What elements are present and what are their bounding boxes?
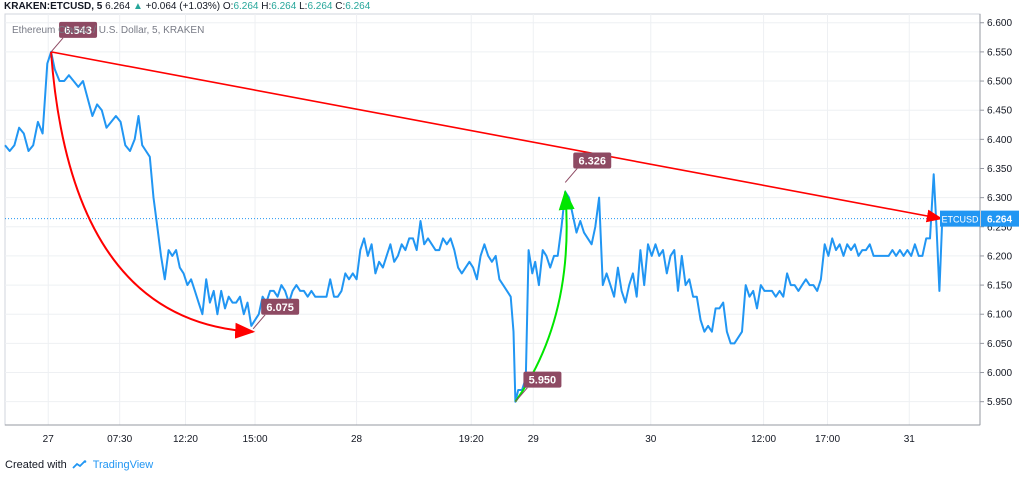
chart-subtitle: Ethereum Classic / U.S. Dollar, 5, KRAKE…: [12, 25, 205, 36]
x-tick-label: 07:30: [107, 434, 132, 445]
high-label: H:: [261, 1, 272, 12]
annotation-box: [573, 152, 612, 169]
plot-frame: [4, 13, 981, 426]
created-with-label: Created with: [5, 459, 67, 471]
last-price: 6.264: [105, 1, 131, 12]
y-tick-label: 6.050: [987, 339, 1012, 350]
high-value: 6.264: [271, 1, 297, 12]
trend-line: [50, 51, 943, 223]
price-tag-box: [981, 210, 1019, 227]
price-chart[interactable]: 6.600 6.550 6.500 6.450 6.400 6.350 6.300 6.250…: [0, 0, 1024, 455]
close-label: C:: [335, 1, 346, 12]
y-tick-label: 5.950: [987, 397, 1012, 408]
annotation-leader: [515, 387, 528, 403]
y-tick-label: 6.400: [987, 135, 1012, 146]
y-tick-label: 6.600: [987, 18, 1012, 29]
annotation-label: 6.075: [266, 302, 294, 314]
annotation-leader: [50, 37, 64, 53]
up-arrow-icon: ▲: [132, 1, 143, 12]
close-value: 6.264: [345, 1, 371, 12]
x-tick-label: 17:00: [815, 434, 840, 445]
annotation-label: 5.950: [529, 375, 557, 387]
annotation-leader: [564, 168, 578, 183]
curved-arrow: [50, 51, 256, 339]
y-tick-label: 6.300: [987, 193, 1012, 204]
y-tick-label: 6.550: [987, 47, 1012, 58]
annotation-label: 6.326: [578, 155, 606, 167]
y-tick-label: 6.000: [987, 368, 1012, 379]
y-tick-label: 6.500: [987, 77, 1012, 88]
y-tick-label: 6.250: [987, 222, 1012, 233]
tradingview-logo-icon: [72, 460, 87, 469]
symbol-label: KRAKEN:ETCUSD, 5: [4, 1, 103, 12]
symbol-tag-label: ETCUSD: [941, 215, 979, 225]
x-tick-label: 15:00: [243, 434, 268, 445]
x-tick-label: 19:20: [459, 434, 484, 445]
x-tick-label: 12:20: [173, 434, 198, 445]
symbol-tag-box: [940, 210, 980, 227]
open-value: 6.264: [233, 1, 259, 12]
y-tick-label: 6.450: [987, 106, 1012, 117]
x-tick-label: 28: [351, 434, 363, 445]
price-series-line: [4, 50, 946, 403]
low-label: L:: [299, 1, 308, 12]
y-tick-label: 6.100: [987, 310, 1012, 321]
y-tick-label: 6.350: [987, 164, 1012, 175]
tradingview-brand[interactable]: TradingView: [92, 459, 154, 471]
annotation-leader: [252, 314, 266, 330]
y-tick-label: 6.150: [987, 281, 1012, 292]
annotation-box: [261, 298, 300, 315]
x-tick-label: 31: [904, 434, 916, 445]
price-tag-label: 6.264: [987, 215, 1012, 226]
x-tick-label: 27: [43, 434, 55, 445]
price-change: +0.064 (+1.03%): [145, 1, 221, 12]
open-label: O:: [222, 1, 234, 12]
x-tick-label: 29: [528, 434, 540, 445]
annotation-box: [523, 371, 562, 388]
x-tick-label: 12:00: [751, 434, 776, 445]
footer: Created with TradingView: [5, 459, 153, 471]
annotation-label: 6.543: [64, 25, 92, 37]
chart-header: KRAKEN:ETCUSD, 5 6.264 ▲ +0.064 (+1.03%)…: [4, 1, 370, 12]
curved-arrow: [514, 189, 575, 403]
annotation-box: [59, 21, 98, 38]
x-tick-label: 30: [645, 434, 657, 445]
y-tick-label: 6.200: [987, 251, 1012, 262]
low-value: 6.264: [307, 1, 333, 12]
